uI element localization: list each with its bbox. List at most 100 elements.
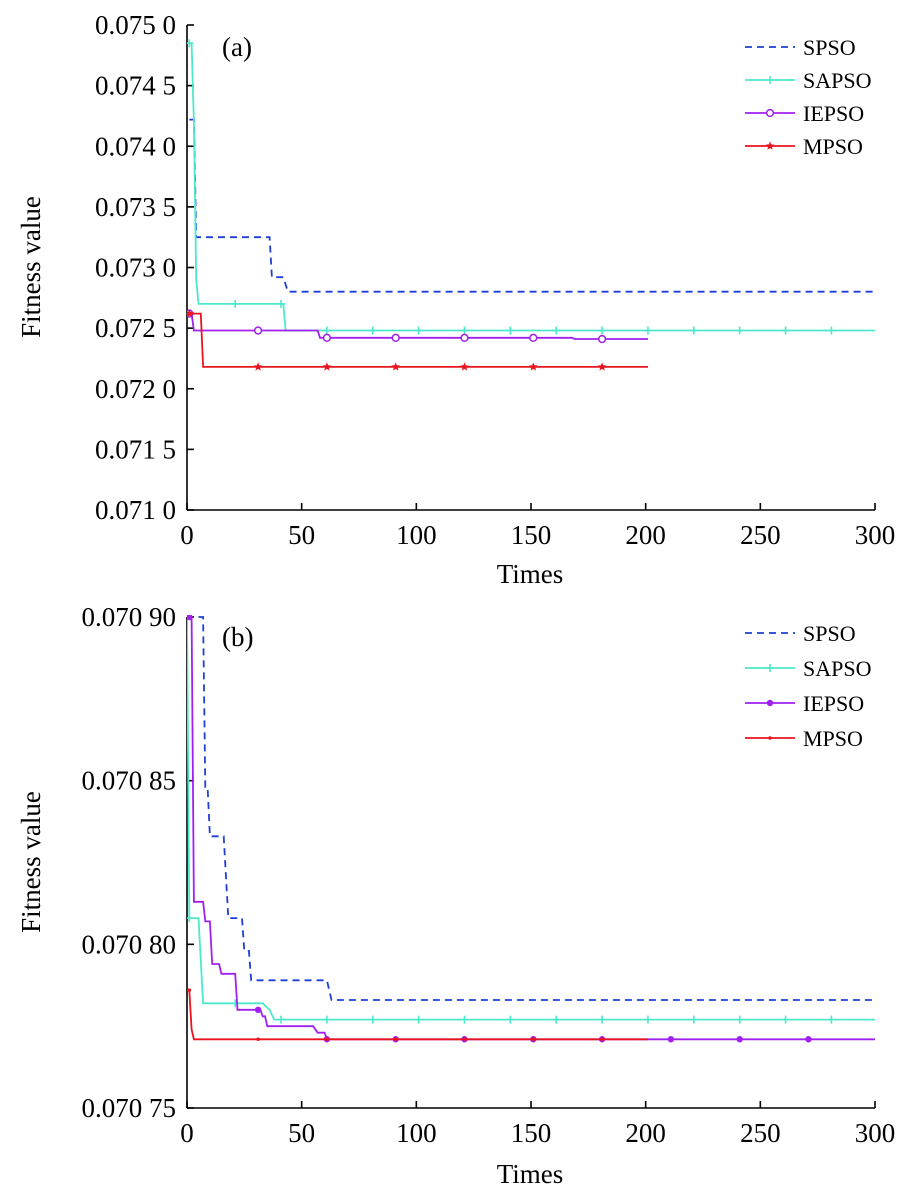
series-marker-iepso	[667, 1036, 675, 1043]
series-group	[187, 39, 875, 371]
x-tick-label: 150	[511, 520, 552, 550]
series-marker-iepso	[597, 334, 607, 344]
legend-marker-mpso	[765, 141, 775, 150]
series-line-iepso	[187, 312, 648, 340]
series-marker-iepso	[460, 333, 469, 342]
series-marker-iepso	[736, 1036, 743, 1043]
series-marker-sapso	[460, 1015, 469, 1024]
series-marker-mpso	[600, 1037, 604, 1042]
series-marker-sapso	[689, 1015, 698, 1024]
series-marker-sapso	[735, 326, 744, 335]
series-marker-mpso	[462, 1037, 467, 1042]
series-marker-sapso	[643, 326, 652, 335]
panel-label: (b)	[222, 622, 253, 652]
series-marker-iepso	[322, 333, 332, 342]
series-line-mpso	[187, 989, 648, 1041]
legend-label-mpso: MPSO	[803, 726, 863, 751]
x-tick-label: 50	[288, 1118, 315, 1148]
x-tick-label: 100	[396, 520, 437, 550]
series-marker-sapso	[187, 914, 194, 923]
series-marker-sapso	[689, 326, 698, 335]
chart-panel-a: 0.071 0 0.071 5 0.072 0 0.072 5 0.073 0 0.073…	[16, 10, 895, 589]
series-marker-sapso	[460, 326, 469, 335]
x-tick-label: 200	[625, 520, 666, 550]
legend-marker-sapso	[766, 664, 774, 672]
y-tick-label: 0.075 0	[95, 10, 176, 40]
series-marker-mpso	[597, 362, 607, 371]
x-axis-title: Times	[497, 1159, 564, 1189]
y-tick-label: 0.071 5	[95, 434, 176, 464]
series-line-mpso	[187, 312, 648, 368]
series-marker-mpso	[322, 362, 332, 371]
legend-marker-mpso	[768, 736, 772, 740]
y-tick-label: 0.070 85	[82, 766, 177, 796]
legend-marker-iepso	[766, 699, 774, 707]
y-tick-label: 0.070 75	[82, 1093, 177, 1123]
series-marker-sapso	[368, 1015, 377, 1024]
series-marker-sapso	[598, 1015, 607, 1024]
series-marker-sapso	[414, 1015, 423, 1024]
legend-marker-iepso	[765, 108, 775, 118]
x-tick-label: 250	[740, 1118, 781, 1148]
series-marker-iepso	[529, 333, 538, 342]
series-marker-mpso	[256, 1037, 260, 1042]
y-tick-label: 0.070 80	[82, 929, 177, 959]
series-marker-iepso	[253, 326, 263, 335]
series-marker-iepso	[187, 615, 193, 621]
series-marker-iepso	[254, 1006, 262, 1013]
legend: SPSO SAPSO IEPSO MPSO	[745, 621, 871, 751]
legend: SPSO SAPSO IEPSO MPSO	[745, 35, 871, 159]
series-marker-sapso	[827, 326, 836, 335]
legend-label-mpso: MPSO	[803, 134, 863, 159]
series-marker-sapso	[781, 1015, 790, 1024]
series-marker-mpso	[187, 988, 192, 992]
legend-label-spso: SPSO	[803, 35, 856, 60]
chart-panel-b: 0.070 75 0.070 80 0.070 85 0.070 90 0 50 100 15…	[16, 602, 895, 1189]
x-tick-label: 250	[740, 520, 781, 550]
series-marker-sapso	[598, 326, 607, 335]
series-marker-sapso	[322, 326, 331, 335]
series-marker-mpso	[325, 1037, 329, 1042]
legend-label-sapso: SAPSO	[803, 656, 871, 681]
series-marker-sapso	[277, 299, 286, 308]
series-marker-sapso	[231, 299, 240, 308]
legend-label-iepso: IEPSO	[803, 101, 864, 126]
x-tick-label: 0	[180, 1118, 194, 1148]
y-tick-label: 0.070 90	[82, 602, 177, 632]
series-marker-sapso	[322, 1015, 331, 1024]
legend-label-sapso: SAPSO	[803, 68, 871, 93]
series-marker-mpso	[393, 1037, 398, 1042]
y-tick-label: 0.073 0	[95, 253, 176, 283]
panel-label: (a)	[222, 32, 252, 62]
series-line-iepso	[187, 616, 875, 1041]
series-marker-mpso	[187, 308, 194, 318]
x-tick-label: 0	[180, 520, 194, 550]
y-tick-label: 0.072 0	[95, 374, 176, 404]
series-marker-sapso	[781, 326, 790, 335]
y-tick-label: 0.074 5	[95, 71, 176, 101]
series-marker-iepso	[805, 1036, 812, 1043]
x-tick-label: 150	[511, 1118, 552, 1148]
series-marker-mpso	[460, 362, 469, 371]
series-marker-sapso	[643, 1015, 652, 1024]
series-marker-sapso	[414, 326, 423, 335]
x-axis-title: Times	[497, 559, 564, 589]
series-marker-sapso	[506, 1015, 515, 1024]
y-axis-title: Fitness value	[16, 791, 46, 933]
y-tick-label: 0.071 0	[95, 495, 176, 525]
x-tick-label: 200	[625, 1118, 666, 1148]
series-marker-mpso	[531, 1037, 536, 1042]
y-tick-label: 0.073 5	[95, 192, 176, 222]
series-line-sapso	[187, 42, 875, 332]
x-tick-label: 100	[396, 1118, 437, 1148]
series-marker-sapso	[827, 1015, 836, 1024]
legend-marker-sapso	[766, 76, 774, 84]
y-axis-title: Fitness value	[16, 196, 46, 338]
y-tick-label: 0.072 5	[95, 313, 176, 343]
series-marker-sapso	[552, 1015, 561, 1024]
series-marker-sapso	[368, 326, 377, 335]
series-marker-sapso	[506, 326, 515, 335]
series-marker-iepso	[391, 333, 400, 342]
series-marker-sapso	[187, 39, 194, 48]
